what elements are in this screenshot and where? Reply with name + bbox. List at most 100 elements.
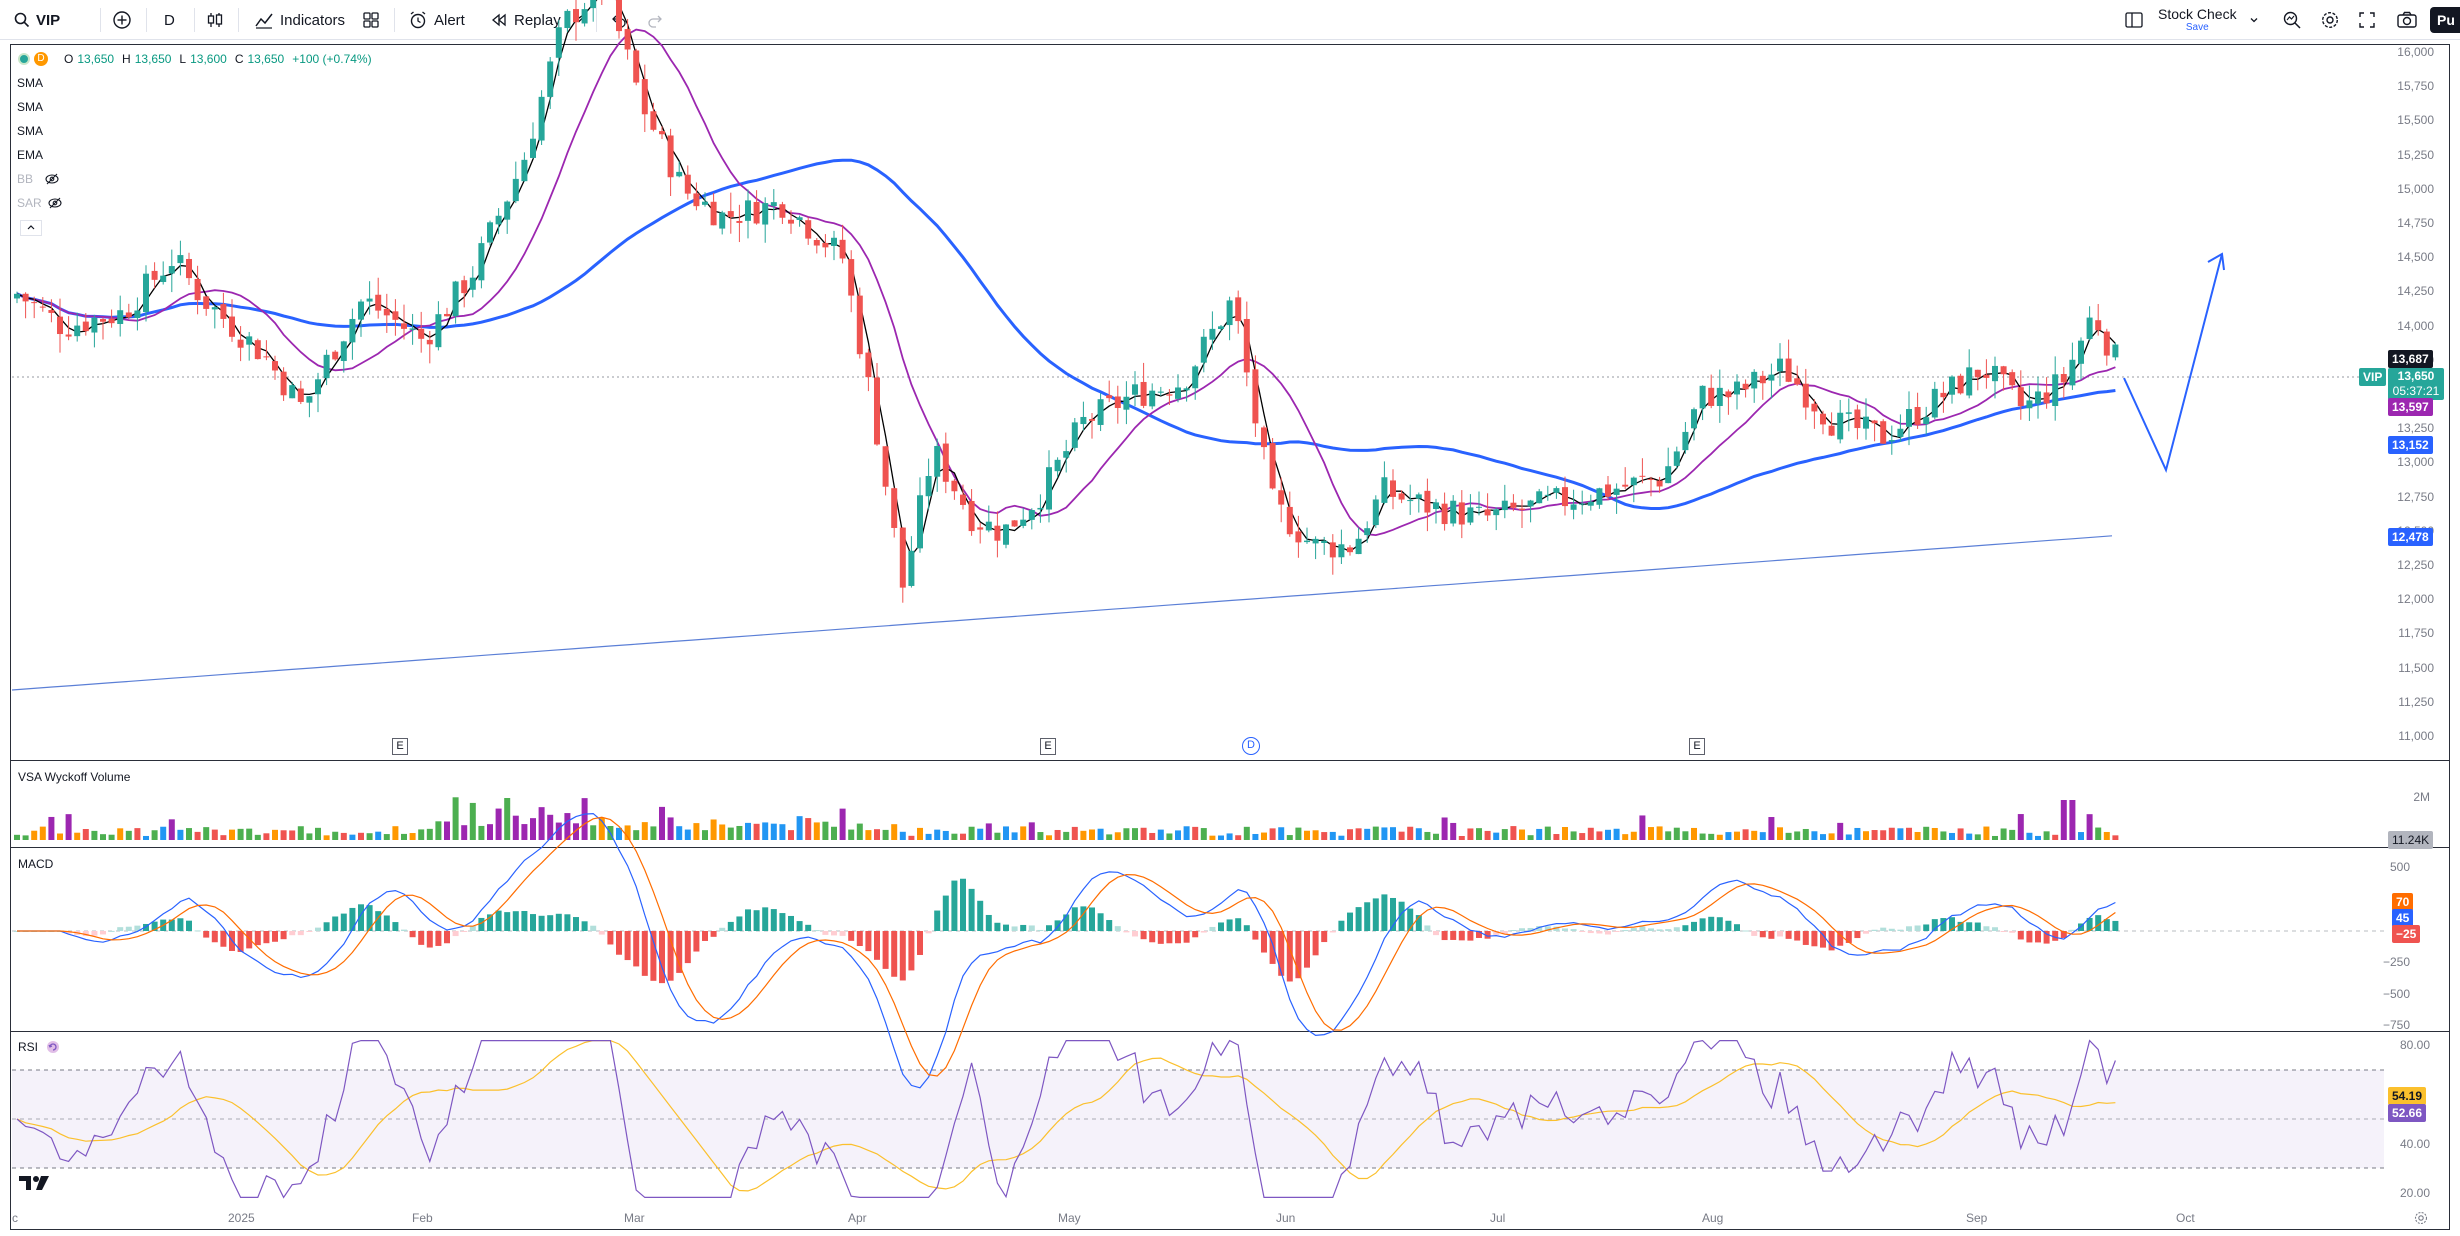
candle-body [358, 301, 364, 320]
eye-off-icon[interactable] [45, 173, 59, 185]
macd-histogram-bar [1587, 931, 1594, 934]
compare-button[interactable] [112, 0, 132, 40]
macd-histogram-bar [555, 913, 562, 931]
volume-bar [1114, 832, 1121, 840]
pane-divider[interactable] [10, 847, 2450, 848]
macd-histogram-bar [1699, 918, 1706, 931]
volume-bar [702, 830, 708, 840]
quick-search-button[interactable] [2282, 0, 2302, 40]
macd-histogram-bar [899, 931, 906, 981]
macd-histogram-bar [1519, 928, 1525, 931]
macd-histogram-bar [779, 913, 786, 931]
macd-histogram-bar [2112, 920, 2119, 931]
volume-bar [788, 830, 794, 840]
layout-toggle-button[interactable] [2124, 0, 2144, 40]
snapshot-button[interactable] [2396, 0, 2418, 40]
candle-body [39, 306, 46, 308]
indicator-legend-sma-3[interactable]: SMA [17, 124, 43, 138]
candle-body [306, 396, 313, 403]
candle-body [1209, 328, 1216, 340]
volume-bar [1364, 828, 1371, 840]
publish-button[interactable]: Pu [2430, 7, 2460, 33]
volume-bar [469, 802, 476, 840]
volume-bar [633, 830, 640, 840]
macd-histogram-bar [641, 931, 648, 976]
candle-body [1828, 425, 1835, 436]
pane-divider[interactable] [10, 760, 2450, 761]
macd-histogram-bar [745, 909, 751, 931]
volume-bar [383, 834, 390, 840]
fullscreen-button[interactable] [2358, 0, 2376, 40]
candle-body [1914, 406, 1921, 425]
candle-body [951, 480, 958, 492]
indicators-button[interactable]: Indicators [254, 0, 345, 40]
candle-body [650, 111, 657, 130]
templates-button[interactable] [362, 0, 380, 40]
macd-histogram-bar [1888, 928, 1895, 931]
layout-menu-chevron[interactable] [2248, 0, 2260, 40]
layout-name-button[interactable]: Stock Check Save [2158, 0, 2237, 40]
chart-area[interactable] [10, 44, 2450, 1230]
volume-bar [1063, 831, 1070, 840]
volume-bar [39, 826, 46, 840]
candle-body [865, 352, 872, 378]
macd-histogram-bar [65, 931, 72, 934]
settings-button[interactable] [2320, 0, 2340, 40]
candle-body [779, 204, 786, 218]
volume-bar [985, 823, 992, 840]
projection-path[interactable] [2123, 253, 2223, 473]
tradingview-logo[interactable] [18, 1174, 52, 1198]
candle-body [1347, 547, 1353, 553]
macd-histogram-bar [1734, 924, 1740, 931]
macd-histogram-bar [985, 914, 992, 931]
volume-bar [581, 798, 588, 840]
pane-divider[interactable] [10, 1031, 2450, 1032]
macd-histogram-bar [1071, 907, 1078, 931]
interval-button[interactable]: D [164, 0, 175, 40]
eye-off-icon[interactable] [48, 197, 62, 209]
indicator-legend-sar[interactable]: SAR [17, 196, 62, 210]
dividend-marker[interactable]: D [1242, 737, 1260, 755]
candle-body [143, 273, 149, 312]
refresh-icon[interactable] [46, 1040, 60, 1054]
candle-body [117, 310, 124, 324]
indicator-legend-ema[interactable]: EMA [17, 148, 43, 162]
alert-button[interactable]: Alert [408, 0, 465, 40]
open-label: O [64, 52, 74, 66]
time-axis-settings-button[interactable] [2414, 1211, 2428, 1230]
earnings-marker[interactable]: E [1689, 738, 1705, 755]
earnings-marker[interactable]: E [392, 738, 408, 755]
earnings-marker[interactable]: E [1040, 738, 1056, 755]
volume-scale-label: 2M [2413, 790, 2430, 804]
candle-body [538, 96, 545, 141]
indicator-legend-sma-2[interactable]: SMA [17, 100, 43, 114]
close-value: 13,650 [247, 52, 285, 66]
macd-histogram-bar [1673, 927, 1680, 931]
candle-body [1562, 487, 1568, 507]
macd-histogram-bar [1372, 898, 1379, 931]
divider [596, 8, 597, 32]
camera-icon [2396, 10, 2418, 30]
macd-histogram-bar [2026, 931, 2033, 943]
symbol-search[interactable]: VIP [14, 0, 60, 40]
chart-type-button[interactable] [206, 0, 224, 40]
macd-histogram-bar [1355, 907, 1362, 931]
macd-histogram-bar [1759, 931, 1766, 938]
volume-bar [100, 834, 106, 840]
candle-body [1931, 388, 1938, 418]
candle-body [1596, 488, 1603, 505]
redo-button[interactable] [646, 0, 664, 40]
macd-pane-title[interactable]: MACD [18, 857, 54, 871]
divider [146, 8, 147, 32]
volume-bar [229, 829, 235, 840]
volume-bar [1424, 831, 1431, 840]
rsi-pane-title-row[interactable]: RSI [18, 1040, 60, 1054]
candle-body [1097, 399, 1104, 425]
projection-drawing[interactable] [2123, 252, 2225, 473]
indicator-legend-bb[interactable]: BB [17, 172, 59, 186]
volume-pane-title[interactable]: VSA Wyckoff Volume [18, 770, 131, 784]
collapse-legend-button[interactable] [20, 220, 42, 236]
macd-histogram-bar [1484, 931, 1491, 939]
indicator-legend-sma-1[interactable]: SMA [17, 76, 43, 90]
